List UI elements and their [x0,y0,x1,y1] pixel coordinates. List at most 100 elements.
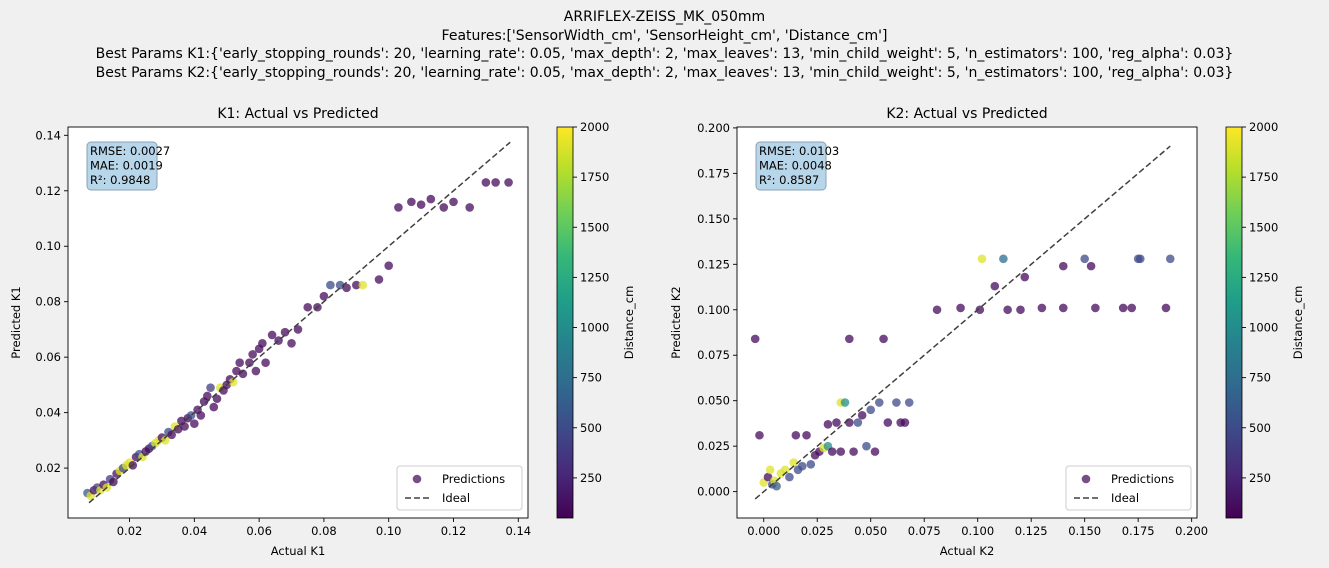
k2-scatter-point [789,458,798,467]
k2-ytick-label: 0.175 [697,166,730,180]
k1-colorbar-tick-label: 2000 [580,120,609,134]
k1-ytick-label: 0.14 [35,128,61,142]
k1-ylabel: Predicted K1 [9,286,23,359]
k2-xtick-label: 0.075 [908,524,941,538]
k1-scatter-point [206,383,215,392]
k1-xtick-label: 0.14 [505,524,531,538]
k1-scatter-point [167,430,176,440]
k2-scatter-point [1127,303,1137,313]
k1-colorbar [556,126,574,519]
k2-scatter-point [802,430,811,440]
k1-scatter-point [293,325,303,334]
k2-scatter-point [999,254,1008,264]
k1-colorbar-tick-label: 1000 [580,321,609,335]
k1-xtick-label: 0.04 [182,524,208,538]
k2-scatter-point [840,398,850,407]
k1-ytick-label: 0.06 [35,350,61,364]
k1-scatter-point [160,436,170,445]
k2-scatter-point [892,398,901,407]
k2-colorbar-tick-label: 1250 [1249,270,1278,284]
k2-colorbar-tick-label: 500 [1249,421,1271,435]
k2-scatter-point [1086,261,1096,271]
k2-scatter-point [823,420,833,429]
k2-xtick-label: 0.125 [1015,524,1048,538]
k1-stats-box [86,141,158,191]
k2-legend-predictions-marker [1081,474,1091,484]
figure-suptitle-line-1: ARRIFLEX-ZEISS_MK_050mm [563,9,766,25]
k1-scatter-point [245,358,254,368]
k1-colorbar-tick-label: 750 [580,371,602,385]
k1-xtick-label: 0.06 [246,524,272,538]
k2-scatter-point [797,461,807,471]
k2-colorbar-tick-label: 1000 [1249,321,1278,335]
k2-scatter-point [1016,305,1025,315]
k2-colorbar-tick-label: 750 [1249,371,1271,385]
k2-xtick-label: 0.200 [1175,524,1208,538]
k1-scatter-point [287,338,296,348]
k2-scatter-point [763,472,773,482]
k2-legend-predictions-label: Predictions [1111,472,1174,486]
k1-colorbar-tick-label: 500 [580,421,602,435]
k2-legend-box [1065,465,1192,511]
k1-stats-line-1: RMSE: 0.0027 [90,144,170,158]
k2-scatter-point [932,305,942,315]
k1-scatter-point [232,366,241,376]
k1-ytick-label: 0.10 [35,239,61,253]
k1-xtick-label: 0.02 [117,524,143,538]
k2-scatter-point [1020,272,1030,282]
k1-scatter-point [248,350,257,359]
k1-scatter-point [335,280,345,290]
figure-suptitle-line-3: Best Params K1:{'early_stopping_rounds':… [95,46,1234,62]
k2-xtick-label: 0.175 [1122,524,1155,538]
k2-colorbar-tick-label: 2000 [1249,120,1278,134]
k2-ytick-label: 0.150 [697,212,730,226]
k1-scatter-point [384,261,394,270]
k2-scatter-point [883,418,893,427]
k1-scatter-point [202,391,212,401]
k2-axes-frame [736,126,1198,519]
k2-scatter-point [853,418,863,427]
k1-xlabel: Actual K1 [271,544,326,558]
figure-suptitle-line-2: Features:['SensorWidth_cm', 'SensorHeigh… [441,28,888,44]
figure-suptitle-line-4: Best Params K2:{'early_stopping_rounds':… [95,65,1234,81]
k1-scatter-point [238,369,248,379]
k2-stats-box [755,141,827,191]
k1-scatter-point [407,197,416,207]
k1-stats-line-2: MAE: 0.0019 [90,159,163,173]
k2-ytick-label: 0.050 [697,394,730,408]
k1-colorbar-tick-label: 1250 [580,270,609,284]
k2-scatter-point [866,405,876,415]
k1-data-layer [83,141,513,504]
k2-scatter-point [956,303,965,313]
k1-scatter-point [303,302,313,312]
k2-scatter-point [1161,303,1171,313]
k2-ideal-line [754,145,1171,500]
k1-xtick-label: 0.08 [311,524,337,538]
k1-ytick-label: 0.08 [35,295,61,309]
k2-scatter-point [836,447,846,456]
k2-scatter-point [879,334,888,344]
k1-scatter-point [180,422,189,431]
k1-legend-predictions-marker [412,474,422,484]
k1-scatter-point [342,283,351,293]
k2-scatter-point [785,472,794,482]
k1-colorbar-tick-label: 1750 [580,170,609,184]
k1-ytick-label: 0.04 [35,406,61,420]
k1-scatter-point [439,203,449,212]
k1-xtick-label: 0.10 [376,524,402,538]
k1-ytick-label: 0.02 [35,461,61,475]
k1-legend-ideal-label: Ideal [442,491,470,505]
k1-axes-frame [67,126,529,519]
k2-scatter-point [1037,303,1047,313]
k2-axes-title: K2: Actual vs Predicted [886,106,1047,122]
k2-ytick-label: 0.075 [697,348,730,362]
k2-subplot: K2: Actual vs Predicted 0.000 0.025 0.050 0.… [669,106,1305,558]
k2-xtick-label: 0.000 [747,524,780,538]
k1-scatter-point [374,275,384,284]
k2-scatter-point [1058,261,1068,271]
k2-scatter-point [1118,303,1128,313]
k1-scatter-point [258,338,267,348]
k2-scatter-point [1091,303,1100,313]
k2-scatter-point [832,418,841,427]
k2-xtick-label: 0.150 [1068,524,1101,538]
